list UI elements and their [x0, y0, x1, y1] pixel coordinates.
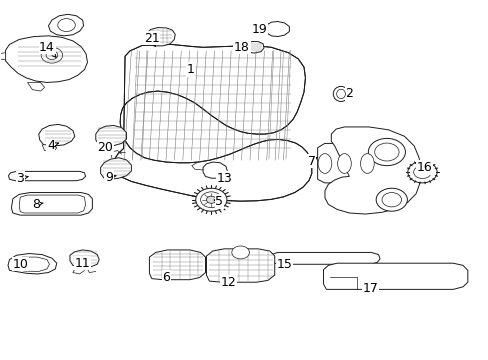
Polygon shape [39, 125, 75, 146]
Polygon shape [149, 250, 205, 280]
Text: 5: 5 [214, 195, 223, 208]
Text: 6: 6 [162, 271, 170, 284]
Polygon shape [14, 257, 49, 271]
Text: 21: 21 [143, 32, 160, 46]
Polygon shape [70, 250, 99, 267]
Polygon shape [8, 171, 85, 181]
Text: 7: 7 [307, 155, 316, 168]
Circle shape [195, 188, 226, 211]
Text: 18: 18 [234, 41, 249, 54]
Polygon shape [317, 143, 387, 183]
Polygon shape [42, 145, 57, 152]
Polygon shape [8, 253, 57, 274]
Text: 20: 20 [98, 141, 113, 154]
Polygon shape [101, 158, 131, 179]
Polygon shape [113, 44, 311, 201]
Ellipse shape [318, 154, 331, 174]
Text: 8: 8 [32, 198, 43, 211]
Text: 16: 16 [416, 161, 432, 174]
Polygon shape [48, 14, 83, 36]
Text: 14: 14 [39, 41, 56, 57]
Text: 13: 13 [217, 172, 232, 185]
Ellipse shape [337, 154, 350, 174]
Text: 19: 19 [251, 23, 267, 36]
Polygon shape [144, 28, 175, 46]
Circle shape [381, 193, 401, 207]
Polygon shape [203, 162, 227, 178]
Polygon shape [206, 249, 274, 282]
Polygon shape [0, 53, 5, 60]
Circle shape [46, 51, 58, 59]
Circle shape [407, 161, 436, 183]
Text: 9: 9 [105, 171, 116, 184]
Text: 3: 3 [16, 172, 28, 185]
Polygon shape [96, 126, 126, 145]
Polygon shape [264, 22, 289, 37]
Circle shape [58, 19, 75, 32]
Text: 2: 2 [343, 87, 352, 100]
Polygon shape [11, 193, 92, 215]
Text: 1: 1 [186, 63, 194, 77]
Circle shape [206, 196, 216, 203]
Polygon shape [27, 82, 44, 91]
Polygon shape [325, 127, 420, 214]
Text: 17: 17 [362, 282, 377, 295]
Ellipse shape [360, 154, 373, 174]
Circle shape [375, 188, 407, 211]
Polygon shape [19, 195, 85, 213]
Polygon shape [323, 263, 467, 289]
Ellipse shape [332, 86, 348, 102]
Circle shape [413, 166, 430, 179]
Text: 4: 4 [47, 139, 58, 152]
Text: 12: 12 [221, 276, 236, 289]
Circle shape [41, 47, 62, 63]
Text: 11: 11 [75, 257, 90, 270]
Circle shape [231, 246, 249, 259]
Polygon shape [5, 36, 87, 82]
Text: 10: 10 [12, 258, 29, 271]
Circle shape [200, 192, 222, 208]
Text: 15: 15 [276, 258, 292, 271]
Polygon shape [245, 41, 264, 53]
Circle shape [374, 143, 398, 161]
Ellipse shape [336, 89, 345, 99]
Polygon shape [269, 252, 379, 264]
Circle shape [367, 138, 405, 166]
